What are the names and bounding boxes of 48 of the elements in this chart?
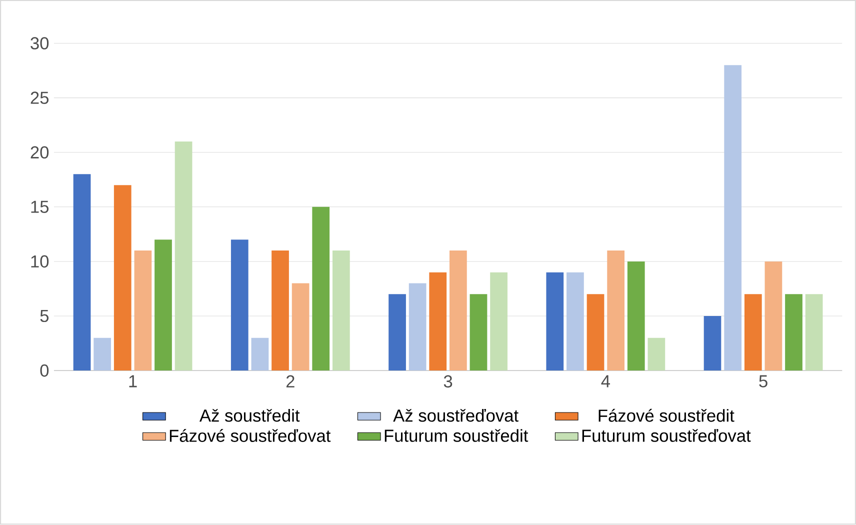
- legend-label: Fázové soustředit: [598, 409, 734, 422]
- bar: [470, 294, 488, 371]
- legend-label: Futurum soustředit: [384, 429, 528, 442]
- legend-label: Fázové soustřeďovat: [170, 429, 331, 442]
- bar: [805, 294, 823, 371]
- bar: [627, 262, 645, 371]
- bar: [607, 250, 624, 371]
- legend-label: Až soustředit: [199, 409, 300, 422]
- bar: [724, 65, 742, 371]
- x-tick-label: 1: [129, 375, 137, 388]
- bar: [546, 272, 564, 371]
- bar: [134, 250, 152, 371]
- bar: [744, 294, 762, 371]
- bar: [292, 283, 310, 371]
- bar: [764, 262, 782, 371]
- x-tick-label: 3: [444, 375, 452, 388]
- legend-label: Až soustřeďovat: [393, 409, 518, 422]
- bar: [94, 338, 112, 371]
- y-tick-label: 25: [30, 92, 49, 104]
- bar: [154, 240, 172, 371]
- bar: [73, 174, 91, 371]
- bar: [312, 207, 330, 371]
- x-tick-label: 4: [601, 375, 610, 388]
- y-tick-label: 15: [31, 201, 49, 214]
- y-tick-label: 30: [30, 37, 49, 50]
- bar: [586, 294, 604, 371]
- bar: [429, 272, 447, 371]
- x-tick-label: 5: [759, 375, 768, 388]
- bar: [490, 272, 508, 371]
- bar: [408, 283, 426, 371]
- bar: [114, 185, 132, 371]
- x-tick-label: 2: [286, 375, 294, 388]
- bar: [450, 250, 467, 371]
- bar: [272, 250, 289, 371]
- y-tick-label: 20: [30, 146, 49, 159]
- bar: [230, 240, 248, 371]
- bar: [388, 294, 406, 371]
- bar: [332, 250, 350, 371]
- y-tick-label: 10: [31, 255, 49, 268]
- y-tick-label: 0: [40, 364, 49, 377]
- bar: [174, 142, 192, 371]
- y-tick-label: 5: [40, 310, 49, 322]
- bar: [704, 316, 722, 371]
- bar: [251, 338, 269, 371]
- bar: [785, 294, 802, 371]
- bar: [648, 338, 666, 371]
- bar: [566, 272, 584, 371]
- legend-label: Futurum soustřeďovat: [582, 429, 751, 442]
